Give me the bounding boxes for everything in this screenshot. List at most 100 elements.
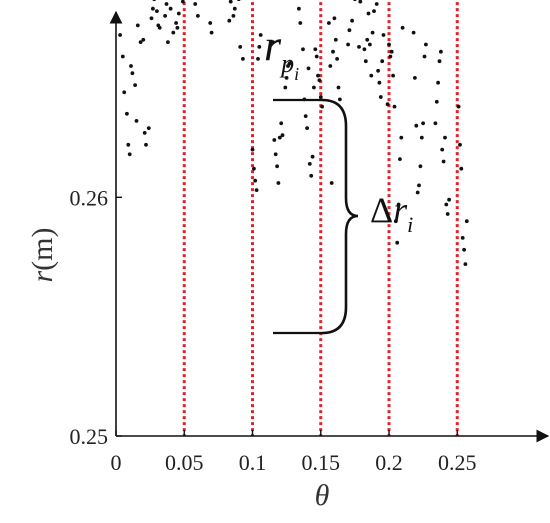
data-point-59 [196,14,200,18]
data-point-211 [413,76,417,80]
data-point-22 [127,152,132,157]
data-point-38 [157,25,162,30]
data-point-230 [439,49,443,54]
data-point-201 [399,135,404,140]
r-pi-subsub: i [294,64,299,84]
data-point-111 [276,181,281,185]
data-point-32 [146,126,151,130]
data-point-168 [353,0,357,2]
data-point-34 [151,6,155,11]
data-point-245 [459,166,464,171]
data-point-27 [135,23,140,28]
delta-r-sub: i [407,212,413,237]
data-point-67 [209,30,214,35]
data-point-236 [447,197,451,202]
data-point-235 [445,212,450,216]
data-point-80 [232,6,237,11]
data-point-184 [376,68,380,73]
data-point-118 [287,61,292,66]
delta-symbol: Δ [370,190,393,230]
data-point-176 [365,37,370,42]
data-point-82 [237,0,241,2]
data-point-47 [174,21,179,25]
data-point-94 [250,147,255,152]
data-point-141 [318,95,323,99]
y-axis-label-unit: (m) [26,227,59,270]
data-point-194 [389,49,394,54]
data-point-108 [272,138,277,142]
data-point-35 [152,0,156,2]
data-point-227 [434,99,439,104]
data-point-51 [181,0,185,4]
data-point-243 [456,104,461,109]
data-point-156 [333,37,338,42]
data-point-246 [460,236,465,240]
x-axis-label: θ [315,479,330,512]
data-point-126 [297,6,301,11]
data-point-170 [357,45,361,49]
data-point-83 [238,45,243,49]
data-point-109 [273,152,278,157]
data-point-171 [358,0,363,4]
data-point-99 [257,45,262,49]
data-point-142 [320,104,324,109]
data-point-218 [422,54,427,59]
data-point-36 [155,9,159,14]
data-point-44 [168,6,173,11]
data-point-197 [393,219,398,224]
data-point-41 [164,2,169,6]
data-point-19 [122,90,127,95]
r-pi-base: r [264,21,282,70]
data-point-247 [462,247,466,252]
data-point-100 [258,33,263,37]
data-point-78 [228,0,233,4]
y-axis-ticks: 0.250.260.270.28 [70,185,122,449]
data-point-186 [378,95,383,99]
data-point-216 [419,135,424,140]
data-point-132 [306,66,311,71]
data-point-131 [305,126,309,130]
data-point-210 [411,30,416,35]
data-point-151 [327,21,331,25]
data-point-133 [307,162,312,166]
data-point-79 [231,14,236,18]
data-point-183 [374,2,379,6]
data-point-137 [313,47,318,52]
svg-text:r(m): r(m) [26,227,59,282]
data-point-48 [175,25,180,30]
data-point-166 [347,28,352,33]
y-axis-label-symbol: r [26,271,59,283]
data-point-24 [130,71,135,76]
data-point-42 [166,40,170,44]
data-point-66 [208,21,213,25]
data-points [118,0,469,266]
data-point-226 [433,121,438,126]
data-point-165 [346,42,350,47]
y-axis-label: r(m) [26,227,59,282]
data-point-158 [336,85,341,90]
data-point-180 [370,30,375,35]
data-point-195 [391,73,395,78]
data-point-135 [310,154,315,159]
data-point-115 [283,85,288,90]
data-point-21 [126,142,131,147]
data-point-179 [369,73,374,78]
data-point-157 [335,57,339,61]
data-point-33 [149,16,154,21]
data-point-200 [398,157,402,162]
data-point-175 [363,59,368,64]
data-point-233 [443,135,447,140]
data-point-29 [141,37,146,42]
data-point-140 [317,78,322,83]
data-point-30 [142,131,147,135]
r-pi-annotation: rpi [264,21,299,84]
data-point-178 [368,42,372,47]
data-point-17 [118,33,122,37]
data-point-77 [227,18,232,23]
data-point-229 [437,59,442,64]
data-point-213 [415,190,420,195]
data-point-167 [350,18,354,23]
data-point-196 [392,104,397,109]
